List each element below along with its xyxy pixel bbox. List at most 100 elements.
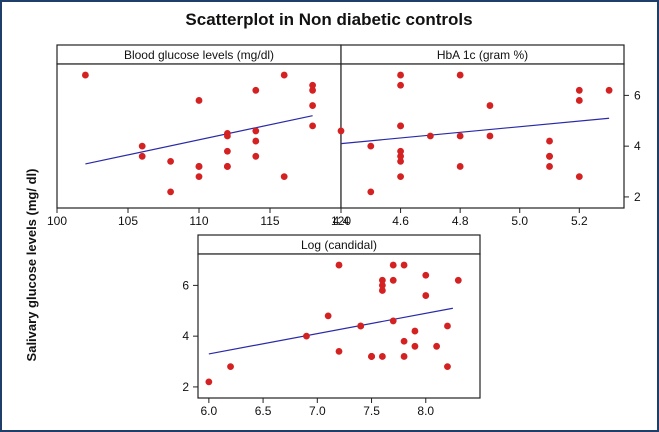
data-point xyxy=(335,347,343,355)
data-point xyxy=(397,147,404,155)
y-tick-label: 4 xyxy=(634,139,641,153)
data-point xyxy=(456,132,464,140)
data-point xyxy=(454,276,462,284)
data-point xyxy=(400,261,408,269)
data-point xyxy=(280,71,288,79)
data-point xyxy=(205,378,213,386)
data-point xyxy=(367,142,375,150)
x-tick-label: 120 xyxy=(331,214,351,228)
data-point xyxy=(546,163,553,170)
data-point xyxy=(389,317,397,325)
data-point xyxy=(378,281,386,289)
data-point xyxy=(397,81,404,89)
data-point xyxy=(224,132,231,140)
data-point xyxy=(486,102,494,109)
y-tick-label: 4 xyxy=(182,329,189,343)
regression-line xyxy=(340,117,610,145)
regression-line xyxy=(85,115,313,165)
data-point xyxy=(546,152,553,160)
y-axis-label: Salivary glucose levels (mg/ dl) xyxy=(24,169,39,362)
data-point xyxy=(486,132,494,140)
plot-area xyxy=(56,63,342,209)
x-tick-label: 4.4 xyxy=(333,214,350,228)
panel-title: Blood glucose levels (mg/dl) xyxy=(124,48,274,62)
data-point xyxy=(422,292,430,299)
data-point xyxy=(456,71,464,79)
data-point xyxy=(195,97,203,104)
data-point xyxy=(368,353,375,360)
x-tick-label: 7.0 xyxy=(309,404,326,418)
data-point xyxy=(252,127,260,135)
panel-title: Log (candidal) xyxy=(301,238,377,252)
data-point xyxy=(367,188,375,196)
data-point xyxy=(309,81,316,89)
y-tick-label: 6 xyxy=(634,88,641,102)
data-point xyxy=(546,137,553,145)
data-point xyxy=(605,86,613,94)
panel-1: Blood glucose levels (mg/dl) 100 105 110 115… xyxy=(47,44,351,228)
data-point xyxy=(378,353,386,360)
data-point xyxy=(400,353,408,360)
data-point xyxy=(397,71,404,79)
data-point xyxy=(389,276,397,284)
x-tick-label: 110 xyxy=(189,214,208,228)
data-point xyxy=(195,173,203,181)
data-point xyxy=(575,173,583,181)
data-point xyxy=(335,261,343,269)
figure-title: Scatterplot in Non diabetic controls xyxy=(185,10,472,29)
panels: Blood glucose levels (mg/dl) 100 105 110 115… xyxy=(47,44,641,418)
data-point xyxy=(280,173,288,181)
data-point xyxy=(444,363,451,371)
data-point xyxy=(397,157,404,165)
data-point xyxy=(411,342,419,350)
data-point xyxy=(575,86,583,94)
data-point xyxy=(400,337,408,345)
data-point xyxy=(456,163,464,170)
data-point xyxy=(309,86,316,94)
data-point xyxy=(389,261,397,269)
data-point xyxy=(575,97,583,104)
data-point xyxy=(397,173,404,181)
data-point xyxy=(433,342,441,350)
x-tick-label: 115 xyxy=(260,214,279,228)
data-point xyxy=(252,137,260,145)
data-point xyxy=(426,132,434,140)
plot-area xyxy=(340,63,625,209)
x-tick-label: 6.0 xyxy=(201,404,218,418)
data-point xyxy=(422,271,430,279)
x-tick-label: 8.0 xyxy=(417,404,434,418)
data-point xyxy=(224,147,231,155)
data-point xyxy=(444,322,451,330)
x-tick-label: 100 xyxy=(47,214,67,228)
panel-3: Log (candidal) 6.0 6.5 7.0 7.5 8.0 2 4 6 xyxy=(182,234,481,418)
data-point xyxy=(378,276,386,284)
y-tick-label: 6 xyxy=(182,278,189,292)
data-point xyxy=(224,163,231,170)
x-tick-label: 6.5 xyxy=(255,404,272,418)
data-point xyxy=(397,152,404,160)
data-point xyxy=(138,142,146,150)
panel-title: HbA 1c (gram %) xyxy=(437,48,528,62)
data-point xyxy=(411,327,419,335)
x-tick-label: 4.8 xyxy=(452,214,469,228)
data-point xyxy=(397,122,404,130)
plot-area xyxy=(197,253,481,399)
data-point xyxy=(167,157,175,165)
data-point xyxy=(252,86,260,94)
x-tick-label: 5.2 xyxy=(571,214,588,228)
data-point xyxy=(82,71,89,79)
y-tick-label: 2 xyxy=(634,190,641,204)
x-tick-label: 5.0 xyxy=(511,214,528,228)
data-point xyxy=(309,102,316,109)
data-point xyxy=(138,152,146,160)
x-tick-label: 4.6 xyxy=(392,214,409,228)
data-point xyxy=(303,332,310,340)
data-point xyxy=(378,287,386,294)
data-point xyxy=(252,152,260,160)
data-point xyxy=(337,127,345,135)
data-point xyxy=(324,312,332,320)
panel-2: HbA 1c (gram %) 4.4 4.6 4.8 5.0 5.2 2 4 6 xyxy=(333,44,641,228)
data-point xyxy=(195,163,203,170)
y-tick-label: 2 xyxy=(182,380,189,394)
